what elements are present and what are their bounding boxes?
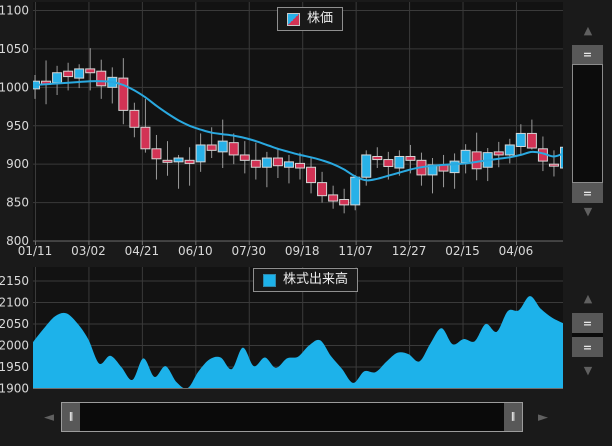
candle-body xyxy=(195,144,206,163)
candle-body xyxy=(228,142,239,156)
price-legend-label: 株価 xyxy=(307,11,334,26)
x-tick-label: 03/02 xyxy=(71,244,106,258)
price-y-tick-label: 800 xyxy=(6,234,29,248)
horizontal-range-right-grip[interactable]: ‖ xyxy=(504,403,522,431)
price-y-tick-label: 900 xyxy=(6,157,29,171)
volume-area-series xyxy=(33,296,563,389)
candle-body xyxy=(173,157,184,163)
price-legend[interactable]: 株価 xyxy=(277,7,344,31)
candle-body xyxy=(217,140,228,153)
candle-body xyxy=(383,159,394,167)
volume-scroll-down-button[interactable]: ▼ xyxy=(583,364,593,377)
volume-y-tick-label: 2050 xyxy=(0,317,29,331)
candle-body xyxy=(548,163,559,167)
candle-body xyxy=(350,176,361,206)
candle-body xyxy=(261,157,272,168)
x-tick-label: 04/06 xyxy=(499,244,534,258)
price-scroll-up-button[interactable]: ▲ xyxy=(583,24,593,37)
x-tick-label: 04/21 xyxy=(125,244,160,258)
price-range-top-grip[interactable]: = xyxy=(572,45,603,64)
price-scroll-down-button[interactable]: ▼ xyxy=(583,205,593,218)
volume-series-icon xyxy=(263,273,276,287)
candle-body xyxy=(515,132,526,147)
candle-body xyxy=(295,162,305,169)
price-y-tick-label: 1000 xyxy=(0,80,29,94)
candle-body xyxy=(405,155,416,161)
x-tick-label: 01/11 xyxy=(18,244,53,258)
axis-labels: 1100 1050 1000 950 900 850 800 2150 2100 2050 2000… xyxy=(0,4,533,396)
horizontal-range-track[interactable] xyxy=(80,403,504,431)
candle-body xyxy=(560,146,563,169)
price-y-tick-label: 1100 xyxy=(0,4,29,18)
price-plot-area xyxy=(33,2,563,241)
candle-body xyxy=(184,159,195,164)
price-range-bottom-grip[interactable]: = xyxy=(572,183,603,203)
candle-body xyxy=(52,72,63,84)
volume-range-bottom-grip[interactable]: = xyxy=(572,337,603,357)
x-tick-label: 02/15 xyxy=(445,244,480,258)
candle-body xyxy=(339,199,350,206)
candle-body xyxy=(449,160,460,174)
price-y-tick-label: 850 xyxy=(6,196,29,210)
horizontal-range-scrollbar[interactable]: ‖ ‖ xyxy=(61,402,523,432)
candle-body xyxy=(328,194,339,202)
x-tick-label: 09/18 xyxy=(285,244,320,258)
candle-body xyxy=(493,151,504,156)
candle-body xyxy=(460,149,471,164)
x-tick-label: 07/30 xyxy=(231,244,266,258)
candle-body xyxy=(118,77,129,111)
price-range-track[interactable] xyxy=(572,64,603,183)
axis-lines xyxy=(33,240,563,389)
candle-body xyxy=(526,132,537,149)
x-tick-label: 06/10 xyxy=(178,244,213,258)
candle-body xyxy=(283,161,294,168)
volume-legend-label: 株式出来高 xyxy=(283,272,349,287)
volume-scroll-up-button[interactable]: ▲ xyxy=(583,292,593,305)
moving-average-line xyxy=(34,80,563,182)
x-tick-label: 12/27 xyxy=(392,244,427,258)
volume-y-tick-label: 1950 xyxy=(0,360,29,374)
candle-body xyxy=(206,144,217,151)
volume-y-tick-label: 2150 xyxy=(0,274,29,288)
candle-body xyxy=(151,148,162,160)
x-tick-label: 11/07 xyxy=(338,244,373,258)
candle-body xyxy=(361,154,372,178)
price-y-tick-label: 950 xyxy=(6,119,29,133)
candle-body xyxy=(96,70,107,87)
price-series-icon xyxy=(287,12,300,26)
candlestick-series xyxy=(33,48,563,214)
horizontal-scroll-left-button[interactable]: ◄ xyxy=(44,410,54,425)
volume-y-tick-label: 1900 xyxy=(0,382,29,396)
horizontal-scroll-right-button[interactable]: ► xyxy=(538,410,548,425)
candle-body xyxy=(250,159,261,168)
volume-y-tick-label: 2000 xyxy=(0,339,29,353)
candle-body xyxy=(85,68,96,74)
price-y-tick-label: 1050 xyxy=(0,42,29,56)
volume-legend[interactable]: 株式出来高 xyxy=(253,268,359,292)
candle-body xyxy=(306,166,317,184)
horizontal-range-left-grip[interactable]: ‖ xyxy=(62,403,80,431)
candle-body xyxy=(272,157,283,167)
volume-range-track[interactable] xyxy=(572,333,603,337)
price-vertical-range-scrollbar[interactable]: = = xyxy=(572,45,603,203)
volume-y-tick-label: 2100 xyxy=(0,296,29,310)
candle-body xyxy=(504,144,515,156)
candle-body xyxy=(471,151,482,170)
volume-range-top-grip[interactable]: = xyxy=(572,313,603,333)
candle-body xyxy=(394,155,405,169)
candle-body xyxy=(129,109,140,128)
candle-body xyxy=(239,154,250,161)
candle-body xyxy=(63,70,74,78)
candle-body xyxy=(140,126,151,150)
candle-body xyxy=(372,155,383,161)
candle-body xyxy=(317,182,328,197)
candle-body xyxy=(74,68,85,79)
candle-body xyxy=(162,159,173,163)
volume-vertical-range-scrollbar[interactable]: = = xyxy=(572,313,603,357)
